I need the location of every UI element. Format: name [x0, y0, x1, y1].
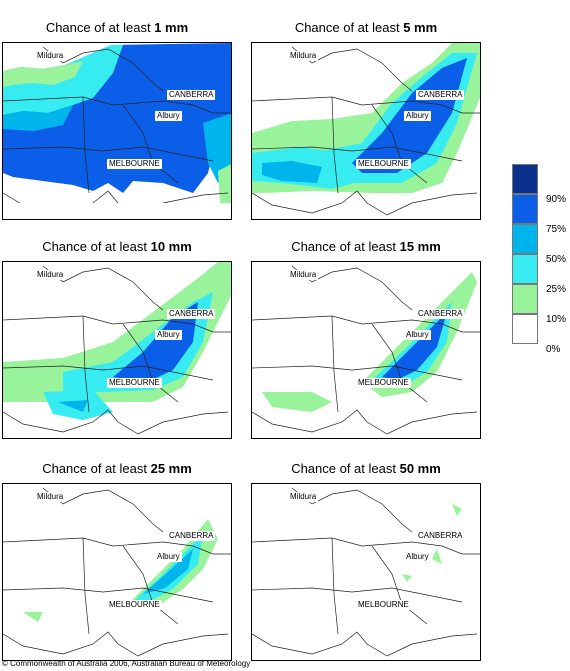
- city-label-melbourne: MELBOURNE: [107, 378, 162, 388]
- legend-swatch-0: [512, 314, 538, 344]
- legend-label-25: 25%: [546, 284, 567, 295]
- city-label-canberra: CANBERRA: [167, 90, 216, 100]
- panel-title: Chance of at least 5 mm: [251, 20, 481, 35]
- legend-swatch-25: [512, 254, 538, 284]
- panel-title: Chance of at least 10 mm: [2, 239, 232, 254]
- legend-label-90: 90%: [546, 194, 567, 205]
- city-label-albury: Albury: [404, 111, 431, 121]
- city-label-albury: Albury: [404, 330, 431, 340]
- legend-swatch-10: [512, 284, 538, 314]
- title-prefix: Chance of at least: [42, 239, 151, 254]
- city-label-melbourne: MELBOURNE: [356, 159, 411, 169]
- city-label-melbourne: MELBOURNE: [356, 600, 411, 610]
- city-label-mildura: Mildura: [288, 51, 319, 61]
- title-prefix: Chance of at least: [45, 20, 155, 35]
- panel-title: Chance of at least 25 mm: [2, 461, 232, 476]
- city-label-melbourne: MELBOURNE: [107, 159, 162, 169]
- title-amount: 1 mm: [154, 20, 189, 35]
- title-prefix: Chance of at least: [291, 461, 400, 476]
- legend-label-50: 50%: [546, 254, 567, 265]
- rainfall-map: Mildura CANBERRA Albury MELBOURNE: [2, 261, 232, 439]
- legend-label-10: 10%: [546, 314, 567, 325]
- city-label-mildura: Mildura: [288, 492, 319, 502]
- city-label-mildura: Mildura: [35, 51, 66, 61]
- city-label-melbourne: MELBOURNE: [107, 600, 162, 610]
- rainfall-map: Mildura CANBERRA Albury MELBOURNE: [251, 261, 481, 439]
- legend-swatch-75: [512, 194, 538, 224]
- title-prefix: Chance of at least: [291, 239, 400, 254]
- title-amount: 25 mm: [150, 461, 192, 476]
- city-label-canberra: CANBERRA: [416, 531, 465, 541]
- legend-swatch-90: [512, 164, 538, 194]
- city-label-mildura: Mildura: [288, 270, 319, 280]
- city-label-melbourne: MELBOURNE: [356, 378, 411, 388]
- panel-title: Chance of at least 50 mm: [251, 461, 481, 476]
- rainfall-map: Mildura CANBERRA Albury MELBOURNE: [2, 42, 232, 220]
- rainfall-map: Mildura CANBERRA Albury MELBOURNE: [2, 483, 232, 661]
- city-label-mildura: Mildura: [35, 492, 66, 502]
- legend-swatch-50: [512, 224, 538, 254]
- title-amount: 15 mm: [399, 239, 441, 254]
- title-prefix: Chance of at least: [294, 20, 404, 35]
- city-label-canberra: CANBERRA: [167, 531, 216, 541]
- city-label-albury: Albury: [404, 552, 431, 562]
- title-amount: 5 mm: [403, 20, 438, 35]
- city-label-albury: Albury: [155, 111, 182, 121]
- city-label-mildura: Mildura: [35, 270, 66, 280]
- title-prefix: Chance of at least: [42, 461, 151, 476]
- city-label-canberra: CANBERRA: [416, 90, 465, 100]
- copyright-footer: © Commonwealth of Australia 2006, Austra…: [2, 659, 251, 668]
- legend-label-0: 0%: [546, 344, 561, 355]
- panel-title: Chance of at least 1 mm: [2, 20, 232, 35]
- title-amount: 50 mm: [399, 461, 441, 476]
- city-label-canberra: CANBERRA: [167, 309, 216, 319]
- city-label-canberra: CANBERRA: [416, 309, 465, 319]
- rainfall-map: Mildura CANBERRA Albury MELBOURNE: [251, 42, 481, 220]
- city-label-albury: Albury: [155, 552, 182, 562]
- title-amount: 10 mm: [150, 239, 192, 254]
- panel-title: Chance of at least 15 mm: [251, 239, 481, 254]
- rainfall-map: Mildura CANBERRA Albury MELBOURNE: [251, 483, 481, 661]
- legend-label-75: 75%: [546, 224, 567, 235]
- city-label-albury: Albury: [155, 330, 182, 340]
